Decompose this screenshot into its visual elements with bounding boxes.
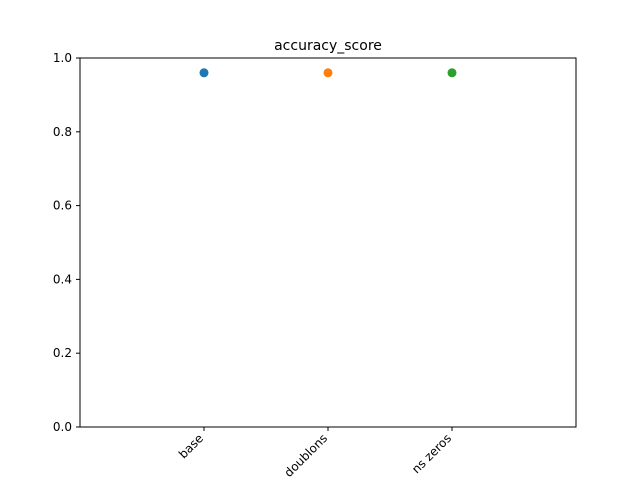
y-tick-label: 0.0 — [53, 420, 72, 434]
y-tick-label: 0.2 — [53, 346, 72, 360]
chart-title: accuracy_score — [274, 38, 382, 54]
y-tick-label: 1.0 — [53, 51, 72, 65]
y-tick-label: 0.4 — [53, 272, 72, 286]
point — [447, 68, 457, 78]
point — [199, 68, 209, 78]
point — [323, 68, 333, 78]
y-tick-label: 0.8 — [53, 125, 72, 139]
y-tick-label: 0.6 — [53, 199, 72, 213]
